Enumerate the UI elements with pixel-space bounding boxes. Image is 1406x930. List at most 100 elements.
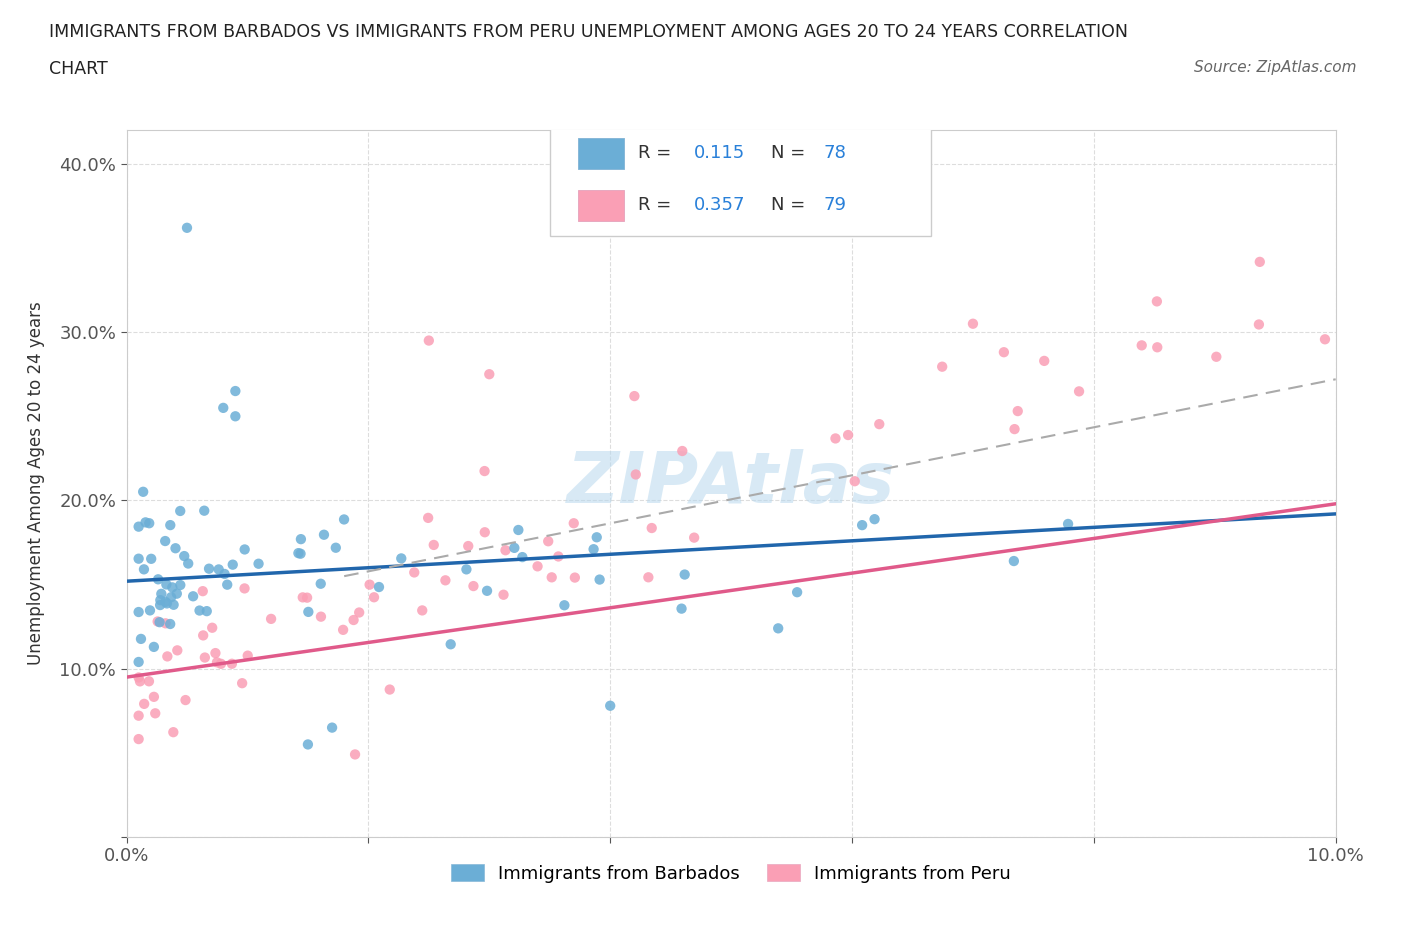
Point <box>564 570 586 585</box>
Point <box>1146 294 1168 309</box>
Point <box>503 540 526 555</box>
Point <box>1004 421 1026 436</box>
Point <box>155 577 177 591</box>
Point <box>287 546 309 561</box>
Point <box>1146 339 1168 354</box>
Point <box>214 566 236 581</box>
Point <box>160 590 183 604</box>
Point <box>174 693 197 708</box>
Point <box>150 587 173 602</box>
Text: IMMIGRANTS FROM BARBADOS VS IMMIGRANTS FROM PERU UNEMPLOYMENT AMONG AGES 20 TO 2: IMMIGRANTS FROM BARBADOS VS IMMIGRANTS F… <box>49 23 1128 41</box>
Point <box>512 550 534 565</box>
Point <box>295 591 318 605</box>
Point <box>637 570 659 585</box>
Point <box>233 581 256 596</box>
Point <box>588 572 610 587</box>
Point <box>671 601 693 616</box>
Point <box>247 556 270 571</box>
Point <box>181 589 204 604</box>
Point <box>1205 350 1227 365</box>
Point <box>162 580 184 595</box>
Point <box>1247 317 1270 332</box>
Point <box>1249 255 1271 270</box>
Point <box>194 650 217 665</box>
Point <box>993 345 1015 360</box>
Point <box>456 562 478 577</box>
Point <box>128 655 150 670</box>
Point <box>149 592 172 607</box>
Text: 0.115: 0.115 <box>693 144 745 162</box>
Point <box>260 611 283 626</box>
Point <box>231 676 253 691</box>
Point <box>333 512 356 527</box>
Text: 78: 78 <box>823 144 846 162</box>
Point <box>1057 516 1080 531</box>
Point <box>146 572 169 587</box>
Point <box>198 561 221 576</box>
Point <box>553 598 575 613</box>
Point <box>378 682 401 697</box>
Point <box>1067 384 1090 399</box>
Point <box>332 622 354 637</box>
Point <box>457 538 479 553</box>
Point <box>159 518 181 533</box>
Point <box>671 444 693 458</box>
Point <box>404 565 426 580</box>
Point <box>411 603 433 618</box>
Point <box>153 534 176 549</box>
Point <box>138 674 160 689</box>
Point <box>475 583 498 598</box>
Point <box>191 584 214 599</box>
Point <box>139 603 162 618</box>
Point <box>309 577 332 591</box>
Point <box>128 604 150 619</box>
Point <box>138 516 160 531</box>
Point <box>478 366 501 381</box>
Point <box>585 530 607 545</box>
Point <box>128 551 150 566</box>
Point <box>135 515 157 530</box>
Text: ZIPAtlas: ZIPAtlas <box>567 449 896 518</box>
Point <box>474 464 496 479</box>
Point <box>434 573 457 588</box>
Point <box>1033 353 1056 368</box>
Point <box>368 579 391 594</box>
Point <box>673 567 696 582</box>
Point <box>209 657 232 671</box>
Point <box>389 551 412 565</box>
Text: 79: 79 <box>823 196 846 214</box>
FancyBboxPatch shape <box>550 126 931 236</box>
Point <box>146 614 169 629</box>
Point <box>547 549 569 564</box>
Point <box>868 417 890 432</box>
Point <box>363 590 385 604</box>
Text: R =: R = <box>638 196 678 214</box>
Point <box>418 333 440 348</box>
Point <box>128 709 150 724</box>
Point <box>508 523 530 538</box>
Point <box>347 605 370 620</box>
Point <box>132 562 155 577</box>
Point <box>474 525 496 539</box>
Legend: Immigrants from Barbados, Immigrants from Peru: Immigrants from Barbados, Immigrants fro… <box>443 855 1019 892</box>
Point <box>297 737 319 751</box>
Point <box>233 542 256 557</box>
Point <box>440 637 463 652</box>
Point <box>1002 553 1025 568</box>
Point <box>786 585 808 600</box>
Text: N =: N = <box>770 196 811 214</box>
Point <box>582 542 605 557</box>
Point <box>169 503 191 518</box>
Point <box>149 598 172 613</box>
Point <box>155 594 177 609</box>
Point <box>159 617 181 631</box>
Point <box>224 409 246 424</box>
Point <box>155 616 177 631</box>
Point <box>208 562 231 577</box>
Point <box>325 540 347 555</box>
Point <box>290 546 312 561</box>
Point <box>128 670 150 684</box>
Point <box>599 698 621 713</box>
Point <box>142 689 165 704</box>
Point <box>312 527 335 542</box>
